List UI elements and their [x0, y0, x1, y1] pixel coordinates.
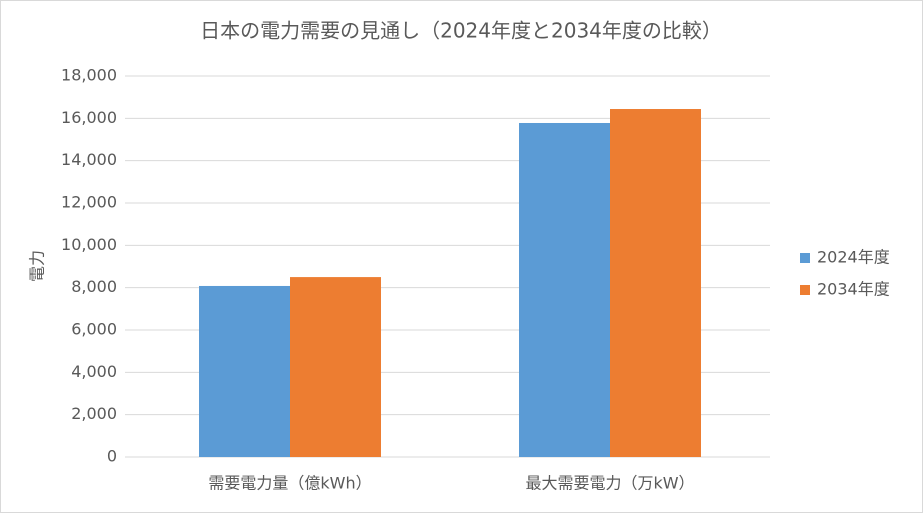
legend-label: 2024年度	[817, 248, 890, 267]
x-tick-label: 需要電力量（億kWh）	[208, 474, 371, 493]
legend-swatch	[800, 285, 810, 295]
legend-label: 2034年度	[817, 280, 890, 299]
y-tick-label: 12,000	[61, 193, 117, 212]
x-tick-label: 最大需要電力（万kW）	[525, 474, 694, 493]
chart-title: 日本の電力需要の見通し（2024年度と2034年度の比較）	[200, 19, 722, 43]
y-tick-label: 2,000	[71, 404, 117, 423]
y-tick-label: 18,000	[61, 66, 117, 85]
y-tick-label: 0	[107, 447, 117, 466]
legend-swatch	[800, 253, 810, 263]
y-tick-label: 8,000	[71, 277, 117, 296]
bar	[610, 109, 701, 458]
y-tick-label: 4,000	[71, 362, 117, 381]
bar	[290, 277, 381, 457]
y-tick-label: 6,000	[71, 320, 117, 339]
bar	[199, 285, 290, 457]
y-tick-label: 14,000	[61, 150, 117, 169]
bar	[519, 122, 610, 458]
y-tick-label: 10,000	[61, 235, 117, 254]
y-axis-label: 電力	[28, 250, 47, 282]
y-tick-label: 16,000	[61, 108, 117, 127]
